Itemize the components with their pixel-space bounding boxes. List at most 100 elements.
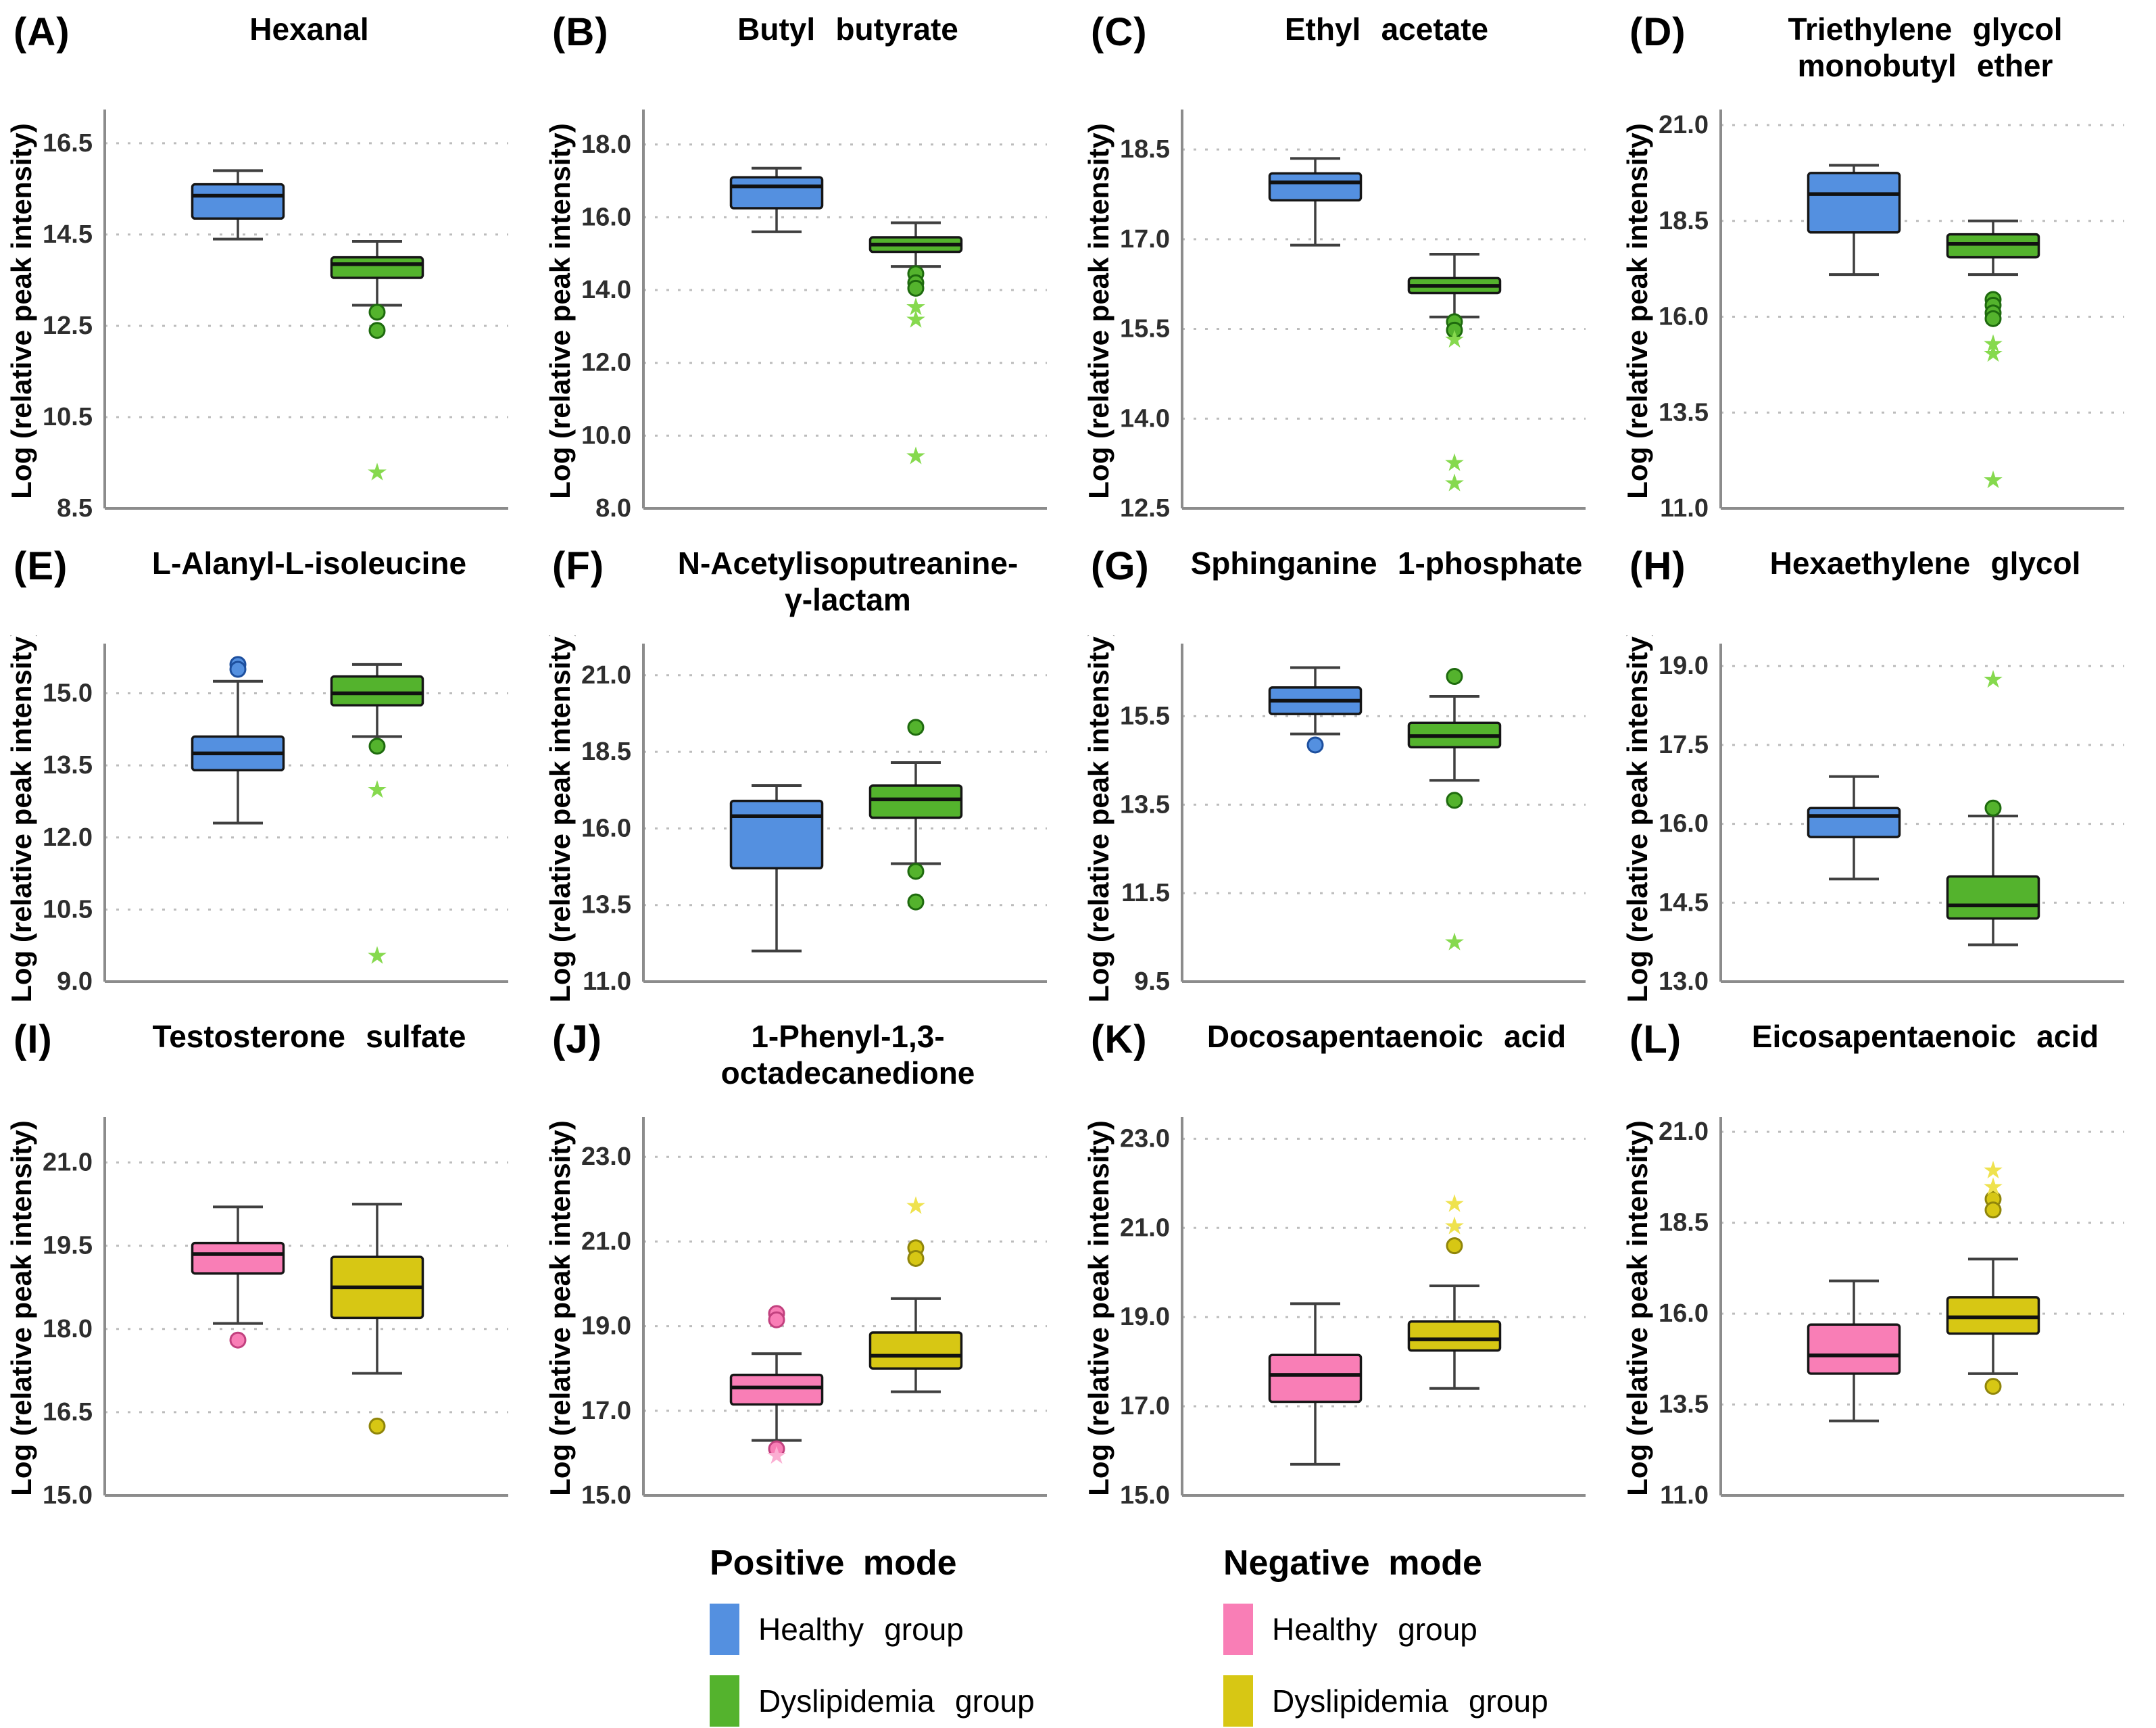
y-tick-label: 12.5: [1120, 494, 1170, 523]
outlier-circle-dyslipidemia: [368, 322, 386, 339]
outlier-circle-dyslipidemia: [1446, 321, 1463, 339]
outlier-star-dyslipidemia: ★: [1982, 330, 2004, 358]
legend-swatch-icon: [710, 1675, 739, 1727]
legend-swatch-icon: [710, 1604, 739, 1655]
y-tick-label: 12.0: [43, 823, 93, 852]
legend-swatch-icon: [1223, 1604, 1253, 1655]
outlier-star-dyslipidemia: ★: [1982, 1172, 2004, 1200]
y-tick-label: 21.0: [1659, 1118, 1709, 1146]
panel-letter-H: (H): [1630, 544, 1686, 588]
panel-letter-I: (I): [14, 1017, 53, 1061]
outlier-circle-dyslipidemia: [1446, 668, 1463, 686]
y-tick-label: 10.0: [581, 421, 631, 450]
panel-title-L: Eicosapentaenoic acid: [1751, 1019, 2099, 1054]
panel-letter-B: (B): [552, 10, 609, 54]
box-dyslipidemia: [868, 1331, 963, 1370]
y-axis-label: Log (relative peak intensity): [5, 635, 37, 1003]
outlier-circle-dyslipidemia: [907, 863, 925, 880]
y-tick-label: 13.5: [581, 891, 631, 919]
y-tick-label: 15.5: [1120, 315, 1170, 343]
legend: Positive mode Healthy group Dyslipidemia g…: [710, 1543, 1636, 1727]
box-healthy: [1268, 1353, 1363, 1403]
legend-item-label: Healthy group: [758, 1612, 964, 1647]
y-tick-label: 18.5: [1659, 1209, 1709, 1237]
outlier-star-dyslipidemia: ★: [1982, 466, 2004, 494]
y-tick-label: 9.0: [57, 967, 93, 996]
outlier-circle-healthy: [229, 1331, 247, 1349]
y-tick-label: 9.5: [1134, 967, 1170, 996]
outlier-star-dyslipidemia: ★: [366, 458, 388, 485]
y-axis-label: Log (relative peak intensity): [1621, 635, 1653, 1003]
outlier-star-dyslipidemia: ★: [1444, 928, 1465, 956]
outlier-star-dyslipidemia: ★: [1982, 1156, 2004, 1184]
y-tick-label: 16.5: [43, 1398, 93, 1426]
y-axis-label: Log (relative peak intensity): [1083, 635, 1114, 1003]
panel-title-D: Triethylene glycol monobutyl ether: [1788, 11, 2063, 84]
outlier-circle-dyslipidemia: [907, 893, 925, 911]
y-tick-label: 21.0: [1659, 111, 1709, 139]
panel-title-H: Hexaethylene glycol: [1769, 546, 2081, 581]
panel-title-F: N-Acetylisoputreanine-γ-lactam: [677, 546, 1019, 618]
y-tick-label: 21.0: [581, 1227, 631, 1255]
y-tick-label: 11.5: [1121, 879, 1170, 907]
outlier-circle-dyslipidemia: [907, 1249, 925, 1267]
panel-J: (J) 1-Phenyl-1,3- octadecanedione 15.0 17.0 1…: [539, 1007, 1077, 1521]
outlier-circle-dyslipidemia: [368, 738, 386, 755]
outlier-star-dyslipidemia: ★: [1444, 325, 1465, 353]
outlier-star-dyslipidemia: ★: [905, 293, 927, 320]
y-axis-label: Log (relative peak intensity): [544, 123, 576, 498]
outlier-circle-dyslipidemia: [368, 304, 386, 321]
y-tick-label: 23.0: [581, 1143, 631, 1171]
panel-L: (L) Eicosapentaenoic acid 11.0 13.5 16.0 18.5…: [1616, 1007, 2155, 1521]
panel-title-B: Butyl butyrate: [737, 11, 958, 47]
y-tick-label: 16.0: [1659, 1299, 1709, 1328]
outlier-star-dyslipidemia: ★: [905, 306, 927, 333]
outlier-circle-dyslipidemia: [1984, 799, 2002, 817]
y-axis-label: Log (relative peak intensity): [1083, 1120, 1114, 1495]
y-tick-label: 17.0: [1120, 225, 1170, 254]
panel-G: (G) Sphinganine 1-phosphate 9.5 11.5 13.5 15.…: [1077, 534, 1616, 1007]
box-dyslipidemia: [868, 784, 963, 819]
y-tick-label: 18.5: [1120, 135, 1170, 164]
panel-title-C: Ethyl acetate: [1284, 11, 1489, 47]
outlier-star-dyslipidemia: ★: [1444, 448, 1465, 476]
panel-grid: (A) Hexanal 8.5 10.5 12.5 14.5 16.5 Log (relati…: [5, 0, 2155, 1521]
panel-B: (B) Butyl butyrate 8.0 10.0 12.0 14.0 16.0 18.0…: [539, 0, 1077, 534]
box-dyslipidemia: [330, 256, 424, 279]
panel-title-A: Hexanal: [249, 11, 369, 47]
y-tick-label: 19.0: [1659, 652, 1709, 680]
panel-title-G: Sphinganine 1-phosphate: [1190, 546, 1583, 581]
outlier-star-dyslipidemia: ★: [905, 441, 927, 469]
y-tick-label: 17.0: [1120, 1392, 1170, 1420]
box-healthy: [191, 183, 285, 220]
legend-section-positive: Positive mode Healthy group Dyslipidemia g…: [710, 1543, 1122, 1727]
box-healthy: [1807, 1323, 1901, 1375]
box-healthy: [729, 799, 824, 870]
panel-letter-J: (J): [552, 1017, 602, 1061]
legend-item: Dyslipidemia group: [1223, 1675, 1636, 1727]
y-tick-label: 14.5: [1659, 888, 1709, 917]
panel-letter-D: (D): [1630, 10, 1686, 54]
y-tick-label: 18.5: [1659, 207, 1709, 235]
y-axis-label: Log (relative peak intensity): [544, 635, 576, 1003]
outlier-star-dyslipidemia: ★: [1444, 1190, 1465, 1218]
y-tick-label: 11.0: [1660, 1481, 1709, 1510]
y-axis-label: Log (relative peak intensity): [544, 1120, 576, 1495]
y-tick-label: 19.0: [1120, 1303, 1170, 1331]
outlier-circle-dyslipidemia: [1446, 792, 1463, 809]
panel-letter-C: (C): [1091, 10, 1148, 54]
y-tick-label: 16.5: [43, 129, 93, 158]
outlier-circle-healthy: [229, 661, 247, 678]
legend-item-label: Dyslipidemia group: [1272, 1683, 1548, 1719]
y-tick-label: 18.5: [581, 738, 631, 766]
y-tick-label: 17.0: [581, 1397, 631, 1425]
outlier-star-dyslipidemia: ★: [1982, 665, 2004, 693]
outlier-circle-dyslipidemia: [1984, 1201, 2002, 1219]
